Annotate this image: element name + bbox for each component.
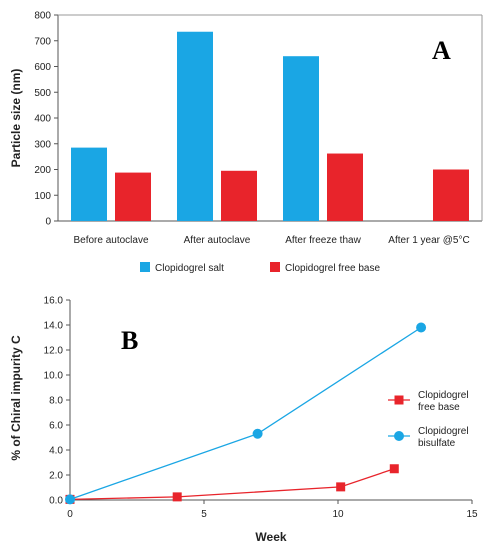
panel-b-point (172, 492, 182, 502)
panel-b-legend-marker (394, 395, 404, 405)
panel-b-point (416, 322, 427, 333)
panel-b-y-tick-label: 6.0 (49, 421, 63, 432)
panel-b-legend-label: free base (418, 402, 460, 413)
panel-b-x-tick-label: 15 (466, 509, 478, 520)
panel-b-y-tick-label: 0.0 (49, 496, 63, 507)
panel-a-x-tick-label: After freeze thaw (285, 235, 361, 246)
panel-b-x-tick-label: 10 (332, 509, 344, 520)
panel-a-y-tick-label: 500 (34, 88, 51, 99)
panel-b-legend-marker (394, 431, 404, 441)
panel-a-bar (71, 147, 107, 221)
panel-a-y-tick-label: 800 (34, 11, 51, 22)
panel-a-y-tick-label: 100 (34, 191, 51, 202)
panel-b-point (389, 464, 399, 474)
panel-b-legend-label: Clopidogrel (418, 390, 469, 401)
panel-a-y-tick-label: 400 (34, 114, 51, 125)
panel-b-legend-label: bisulfate (418, 438, 456, 449)
panel-a-bar (327, 153, 363, 221)
panel-b-label: B (121, 326, 138, 355)
panel-b-xlabel: Week (255, 530, 286, 544)
panel-a-y-tick-label: 600 (34, 62, 51, 73)
panel-a-legend-label: Clopidogrel free base (285, 263, 380, 274)
panel-a-bar (433, 169, 469, 221)
panel-a-x-tick-label: After autoclave (184, 235, 251, 246)
panel-a-bar (283, 56, 319, 222)
panel-b-y-tick-label: 2.0 (49, 471, 63, 482)
panel-b-x-tick-label: 0 (67, 509, 73, 520)
panel-b-y-tick-label: 16.0 (44, 296, 64, 307)
panel-b-y-tick-label: 12.0 (44, 346, 64, 357)
panel-a-y-tick-label: 200 (34, 165, 51, 176)
panel-a-legend-swatch (270, 262, 280, 272)
panel-b-point (336, 482, 346, 492)
panel-a-bar (115, 172, 151, 221)
panel-a-bar (177, 31, 213, 221)
panel-a-chart: 0 100 200 300 400 500 600 700 800 Before autocla… (9, 11, 483, 274)
panel-a-x-tick-label: After 1 year @5°C (388, 235, 469, 246)
panel-b-ylabel: % of Chiral impurity C (9, 335, 23, 461)
panel-b-y-tick-label: 10.0 (44, 371, 64, 382)
panel-a-y-tick-label: 700 (34, 36, 51, 47)
panel-b-point (65, 494, 75, 505)
panel-b-legend-label: Clopidogrel (418, 426, 469, 437)
panel-a-legend-label: Clopidogrel salt (155, 263, 224, 274)
panel-b-y-tick-label: 8.0 (49, 396, 63, 407)
panel-a-bar (221, 170, 257, 221)
panel-b-series-line (69, 468, 395, 501)
panel-b-x-tick-label: 5 (201, 509, 207, 520)
panel-a-ylabel: Particle size (nm) (9, 69, 23, 168)
panel-b-chart: 0.0 2.0 4.0 6.0 8.0 10.0 12.0 14.0 16.0 0 5 10 15 %… (9, 296, 478, 545)
panel-a-legend-swatch (140, 262, 150, 272)
panel-b-y-tick-label: 14.0 (44, 321, 64, 332)
panel-a-label: A (432, 36, 451, 65)
panel-a-y-tick-label: 300 (34, 139, 51, 150)
panel-a-x-tick-label: Before autoclave (73, 235, 148, 246)
panel-a-y-tick-label: 0 (45, 217, 51, 228)
panel-b-point (252, 428, 263, 439)
panel-b-y-tick-label: 4.0 (49, 446, 63, 457)
